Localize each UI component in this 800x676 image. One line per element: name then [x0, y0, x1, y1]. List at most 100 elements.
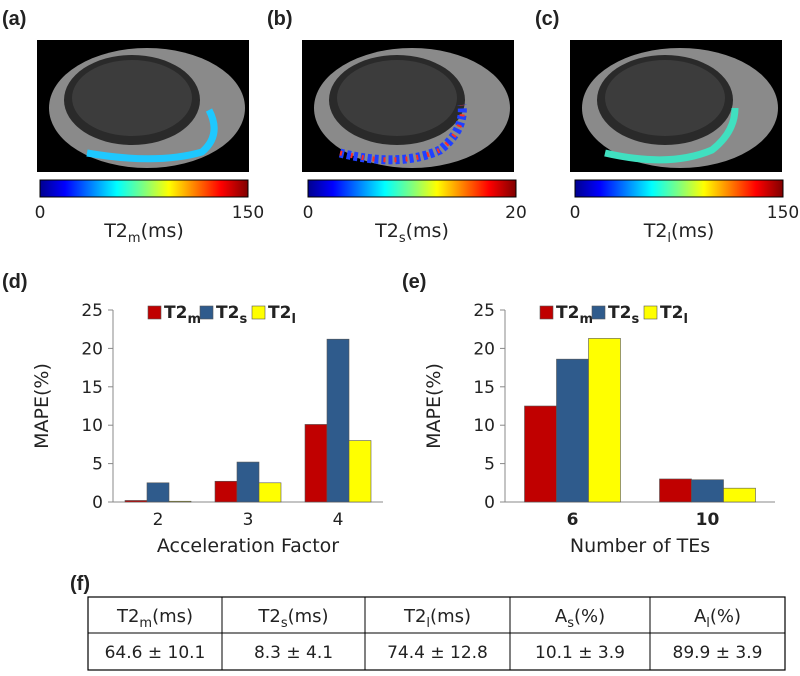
legend-swatch: [251, 305, 266, 320]
bar: [588, 338, 621, 503]
colorbar: [574, 179, 784, 198]
y-axis-label: MAPE(%): [423, 363, 445, 449]
subscript: m: [579, 312, 593, 327]
x-tick-label: 3: [243, 510, 254, 530]
colorbar-tick-label: 150: [767, 203, 799, 223]
y-tick-label: 20: [473, 339, 495, 359]
x-tick-label: 4: [333, 510, 344, 530]
y-tick-label: 0: [484, 493, 495, 513]
table-cell: 64.6 ± 10.1: [105, 643, 206, 663]
table-cell: 10.1 ± 3.9: [535, 643, 625, 663]
table-header: As(%): [555, 606, 605, 631]
bar: [524, 405, 557, 503]
colorbar: [39, 179, 249, 198]
bar: [556, 358, 589, 503]
x-tick-label: 2: [153, 510, 164, 530]
table-header: Al(%): [694, 606, 741, 631]
y-tick-label: 5: [92, 455, 103, 475]
bar: [236, 461, 260, 503]
bar: [659, 478, 692, 503]
x-axis-label: Acceleration Factor: [157, 535, 339, 557]
subscript: m: [187, 312, 201, 327]
bar: [723, 487, 756, 503]
subscript: m: [139, 616, 152, 631]
colorbar-tick-label: 150: [232, 203, 264, 223]
text-part: T2: [374, 220, 399, 242]
bar: [168, 500, 192, 503]
colorbar-label: T2s(ms): [374, 220, 449, 246]
text-part: (ms): [288, 606, 329, 627]
table-header: T2m(ms): [116, 606, 193, 631]
text-part: (ms): [406, 220, 449, 242]
bar: [124, 500, 148, 503]
text-part: T2: [268, 303, 291, 323]
bar: [348, 440, 372, 503]
text-part: (ms): [141, 220, 184, 242]
y-axis-label: MAPE(%): [31, 363, 53, 449]
panel-label: (f): [70, 573, 90, 595]
subscript: l: [706, 616, 710, 631]
legend-label: T2l: [268, 303, 296, 327]
colorbar-tick-label: 0: [35, 203, 46, 223]
y-tick-label: 25: [473, 301, 495, 321]
y-tick-label: 10: [473, 416, 495, 436]
text-part: T2: [660, 303, 683, 323]
panel-label: (c): [535, 8, 559, 30]
subscript: s: [567, 616, 574, 631]
panel-label: (d): [2, 271, 28, 293]
bar: [691, 479, 724, 503]
text-part: T2: [608, 303, 631, 323]
text-part: T2: [103, 220, 128, 242]
subscript: l: [291, 312, 295, 327]
y-tick-label: 5: [484, 455, 495, 475]
y-tick-label: 10: [81, 416, 103, 436]
map-a: [37, 40, 249, 172]
x-tick-label: 10: [696, 510, 720, 530]
text-part: (%): [574, 606, 605, 627]
x-axis-label: Number of TEs: [570, 535, 710, 557]
y-tick-label: 15: [81, 378, 103, 398]
text-part: (ms): [152, 606, 193, 627]
legend-label: T2s: [216, 303, 247, 327]
subscript: l: [667, 231, 671, 246]
colorbar-label: T2l(ms): [643, 220, 715, 246]
bar: [214, 480, 238, 503]
legend-label: T2m: [556, 303, 593, 327]
legend-swatch: [591, 305, 606, 320]
text-part: (%): [710, 606, 741, 627]
text-part: T2: [556, 303, 579, 323]
legend-label: T2m: [164, 303, 201, 327]
map-b: [302, 40, 514, 172]
colorbar-tick-label: 20: [505, 203, 527, 223]
table: 64.6 ± 10.1 8.3 ± 4.1 74.4 ± 12.8 10.1 ± 3.…: [87, 596, 786, 671]
legend-swatch: [199, 305, 214, 320]
text-part: T2: [216, 303, 239, 323]
table-header: T2s(ms): [257, 606, 328, 631]
bar: [258, 482, 282, 503]
text-part: A: [555, 606, 568, 627]
bar: [304, 424, 328, 503]
text-part: T2: [257, 606, 280, 627]
y-tick-label: 25: [81, 301, 103, 321]
subscript: l: [683, 312, 687, 327]
subscript: s: [281, 616, 288, 631]
table-header: T2l(ms): [403, 606, 471, 631]
subscript: s: [239, 312, 247, 327]
table-cell: 89.9 ± 3.9: [673, 643, 763, 663]
panel-label: (b): [267, 8, 293, 30]
table-cell: 8.3 ± 4.1: [254, 643, 333, 663]
text-part: T2: [116, 606, 139, 627]
subscript: m: [128, 231, 141, 246]
subscript: l: [426, 616, 430, 631]
legend-swatch: [147, 305, 162, 320]
subscript: s: [631, 312, 639, 327]
x-tick-label: 6: [567, 510, 579, 530]
text-part: (ms): [430, 606, 471, 627]
text-part: T2: [164, 303, 187, 323]
bar: [146, 482, 170, 503]
y-tick-label: 0: [92, 493, 103, 513]
y-tick-label: 15: [473, 378, 495, 398]
text-part: (ms): [671, 220, 714, 242]
colorbar: [307, 179, 517, 198]
